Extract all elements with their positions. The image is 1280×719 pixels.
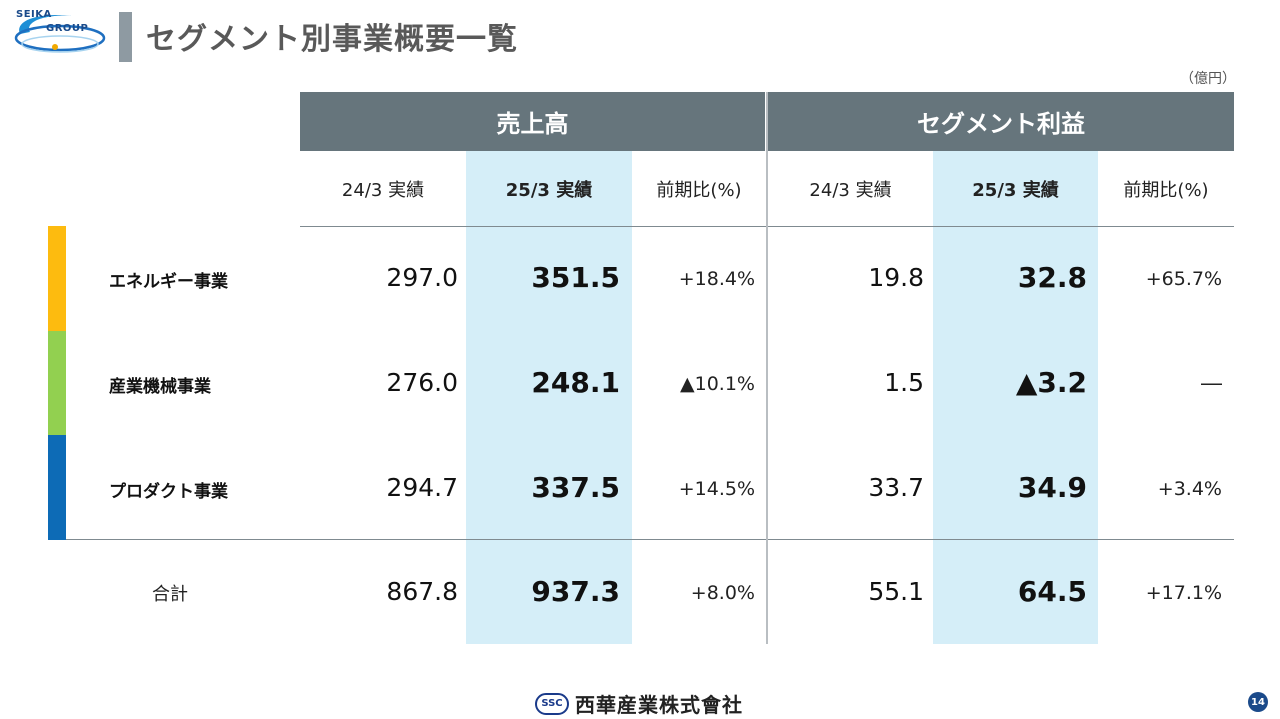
cell-sales-prev: 867.8 bbox=[386, 577, 458, 606]
segment-color-bar-energy bbox=[48, 226, 66, 331]
cell-profit-curr: ▲3.2 bbox=[1015, 366, 1087, 399]
subheader-profit-curr: 25/3 実績 bbox=[972, 180, 1059, 201]
cell-sales-change: +8.0% bbox=[690, 582, 755, 604]
subheader-sales-change: 前期比(%) bbox=[656, 180, 742, 201]
group-header-profit: セグメント利益 bbox=[768, 92, 1234, 151]
cell-sales-curr: 337.5 bbox=[531, 471, 620, 504]
subheader-profit-prev: 24/3 実績 bbox=[809, 180, 892, 201]
cell-profit-prev: 33.7 bbox=[868, 473, 924, 502]
unit-label: （億円） bbox=[1180, 71, 1236, 87]
cell-sales-curr: 351.5 bbox=[531, 261, 620, 294]
subheader-sales-prev: 24/3 実績 bbox=[341, 180, 425, 201]
page-number: 14 bbox=[1248, 692, 1268, 712]
cell-sales-prev: 294.7 bbox=[386, 473, 458, 502]
logo-text-seika: SEIKA bbox=[16, 9, 52, 20]
cell-profit-curr: 32.8 bbox=[1017, 261, 1087, 294]
row-label-total: 合計 bbox=[152, 584, 188, 605]
logo-text-group: GROUP bbox=[46, 23, 89, 34]
group-header-sales: 売上高 bbox=[300, 92, 765, 151]
cell-sales-change: ▲10.1% bbox=[680, 373, 755, 395]
title-accent-bar bbox=[119, 12, 132, 62]
highlight-column-profit bbox=[933, 151, 1098, 644]
cell-profit-curr: 34.9 bbox=[1017, 471, 1087, 504]
cell-profit-change: +65.7% bbox=[1145, 268, 1222, 290]
logo-graphic bbox=[14, 14, 106, 53]
company-name: 西華産業株式會社 bbox=[575, 693, 743, 717]
cell-profit-curr: 64.5 bbox=[1017, 575, 1087, 608]
cell-sales-curr: 248.1 bbox=[531, 366, 620, 399]
cell-profit-change: +17.1% bbox=[1145, 582, 1222, 604]
cell-profit-prev: 55.1 bbox=[868, 577, 924, 606]
segment-color-bar-product bbox=[48, 435, 66, 540]
cell-profit-prev: 19.8 bbox=[868, 263, 924, 292]
cell-sales-change: +14.5% bbox=[678, 478, 755, 500]
row-label-product: プロダクト事業 bbox=[109, 482, 228, 502]
ssc-badge: SSC bbox=[535, 692, 569, 715]
highlight-column-sales bbox=[466, 151, 632, 644]
cell-sales-prev: 297.0 bbox=[386, 263, 458, 292]
cell-sales-change: +18.4% bbox=[678, 268, 755, 290]
cell-profit-change: ― bbox=[1201, 371, 1222, 395]
company-logo bbox=[10, 8, 110, 58]
row-label-machinery: 産業機械事業 bbox=[109, 377, 211, 397]
cell-profit-change: +3.4% bbox=[1157, 478, 1222, 500]
total-divider bbox=[48, 539, 1234, 540]
cell-sales-prev: 276.0 bbox=[386, 368, 458, 397]
column-divider bbox=[766, 92, 768, 644]
subheader-sales-curr: 25/3 実績 bbox=[505, 180, 593, 201]
row-label-energy: エネルギー事業 bbox=[109, 272, 228, 292]
cell-sales-curr: 937.3 bbox=[531, 575, 620, 608]
segment-color-bar-machinery bbox=[48, 331, 66, 435]
page-title: セグメント別事業概要一覧 bbox=[146, 22, 518, 57]
subheader-profit-change: 前期比(%) bbox=[1123, 180, 1209, 201]
footer: SSC 西華産業株式會社 bbox=[535, 689, 743, 718]
cell-profit-prev: 1.5 bbox=[884, 368, 924, 397]
